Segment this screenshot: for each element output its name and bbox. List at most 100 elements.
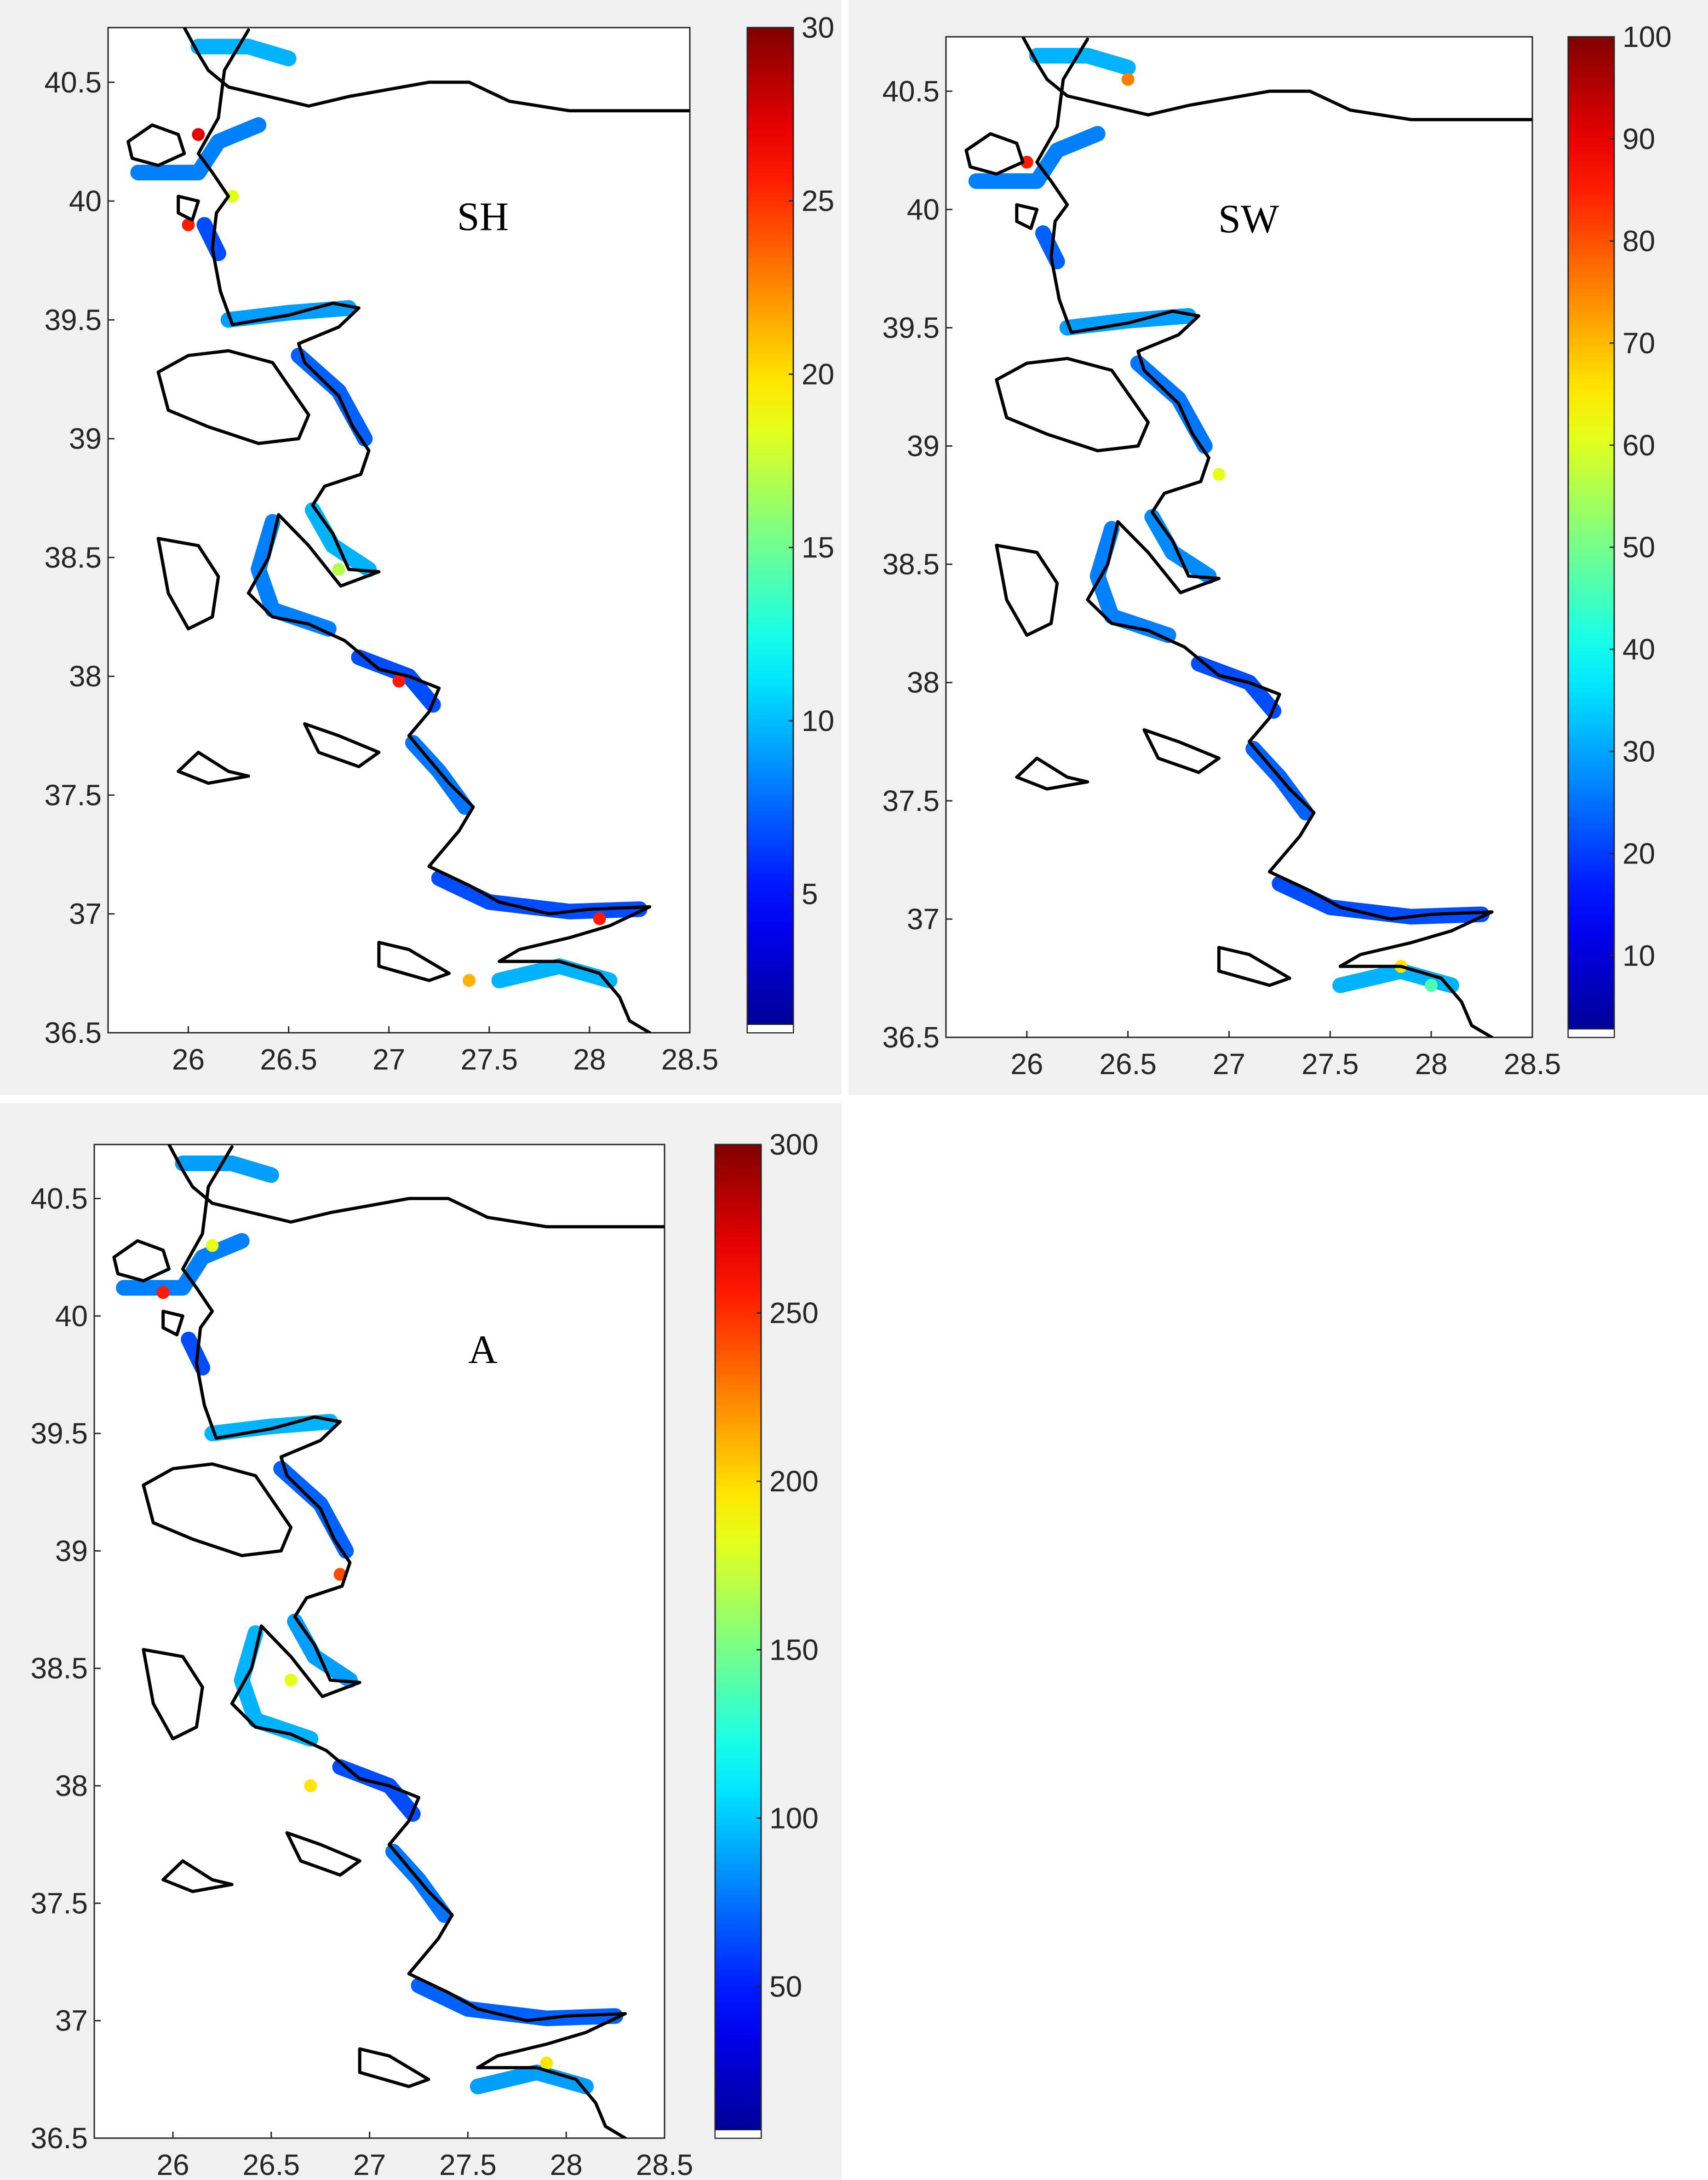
hotspot-marker [304, 1779, 317, 1793]
colorbar-tick-label: 20 [802, 357, 834, 391]
shore-band [1144, 509, 1217, 584]
x-tick-label: 28.5 [661, 1043, 719, 1076]
island-imbros [126, 123, 186, 167]
y-tick-label: 37 [69, 897, 102, 931]
x-tick-label: 28 [1415, 1047, 1448, 1081]
shore-band [190, 39, 297, 67]
y-tick-label: 37.5 [882, 784, 940, 817]
island-tenedos [177, 195, 200, 222]
y-tick-label: 38 [69, 660, 102, 693]
panel-label: SW [1218, 197, 1279, 242]
hotspot-marker [226, 190, 239, 203]
y-tick-label: 40.5 [882, 75, 940, 108]
y-tick-label: 38.5 [882, 548, 940, 581]
colorbar-tick-label: 20 [1622, 837, 1655, 870]
y-tick-label: 36.5 [44, 1016, 102, 1049]
island-ikaria [161, 1859, 234, 1893]
colorbar-tick-label: 200 [769, 1465, 819, 1498]
x-tick-label: 27.5 [461, 1043, 518, 1076]
shore-band [968, 126, 1106, 189]
shore-band [1089, 521, 1176, 643]
hotspot-marker [1020, 155, 1033, 169]
shore-band [1059, 308, 1197, 336]
island-kos [1217, 946, 1291, 987]
map-sh: 26 26.5 27 27.5 28 28.5 36.5 37 37.5 38 38.5 39 39.5… [44, 11, 834, 1076]
panel-a: 26 26.5 27 27.5 28 28.5 36.5 37 37.5 38 38.5 39 39.5… [0, 1103, 842, 2180]
shore-band [196, 217, 226, 261]
hotspot-marker [206, 1239, 219, 1252]
y-tick-label: 36.5 [30, 2122, 88, 2155]
coastline-north [167, 1145, 665, 1229]
panel-sw: 26 26.5 27 27.5 28 28.5 36.5 37 37.5 38 38.5 39 39.5… [848, 0, 1708, 1095]
y-tick-label: 39.5 [30, 1417, 88, 1450]
y-tick-label: 37 [907, 903, 940, 936]
island-imbros [964, 132, 1025, 176]
shore-band [491, 958, 618, 989]
y-tick-label: 40 [69, 184, 102, 218]
shore-band [304, 502, 377, 577]
shore-band [175, 1155, 279, 1183]
y-tick-label: 36.5 [882, 1021, 940, 1054]
hotspot-marker [1425, 978, 1438, 992]
shore-band [220, 300, 357, 328]
y-tick-label: 37.5 [30, 1887, 88, 1920]
shore-band [181, 1331, 211, 1376]
colorbar-tick-label: 90 [1622, 122, 1655, 155]
y-tick-label: 39 [907, 430, 940, 463]
island-imbros [112, 1239, 171, 1283]
island-chios [995, 544, 1059, 637]
x-tick-label: 27 [353, 2148, 386, 2180]
coastline-anatolia [1035, 37, 1494, 1037]
y-tick-label: 39 [55, 1534, 88, 1567]
colorbar-tick-label: 15 [802, 531, 834, 564]
x-tick-label: 26.5 [1099, 1047, 1157, 1081]
island-kos [358, 2047, 430, 2088]
colorbar-tick-label: 25 [802, 184, 834, 218]
x-tick-label: 27.5 [1301, 1047, 1359, 1081]
coastline-anatolia [181, 1145, 627, 2138]
colorbar-tick-label: 300 [769, 1128, 819, 1161]
island-chios [156, 537, 220, 631]
hotspot-marker [182, 218, 195, 231]
island-ikaria [1015, 756, 1089, 791]
y-tick-label: 40 [907, 193, 940, 226]
x-tick-label: 27.5 [439, 2148, 497, 2180]
colorbar [1567, 36, 1615, 1038]
hotspot-marker [192, 128, 205, 141]
shore-band [287, 1613, 358, 1688]
shore-band [273, 1461, 354, 1559]
island-lesvos [142, 1462, 293, 1558]
colorbar-tick-label: 70 [1622, 327, 1655, 360]
y-tick-label: 40 [55, 1300, 88, 1333]
x-tick-label: 26 [156, 2148, 189, 2180]
colorbar-tick-label: 100 [1622, 20, 1672, 53]
map-axes-sh [107, 27, 691, 1034]
shore-band [1035, 225, 1065, 270]
y-tick-label: 37.5 [44, 778, 102, 811]
y-tick-label: 38.5 [30, 1652, 88, 1685]
y-tick-label: 39 [69, 422, 102, 455]
colorbar-tick-label: 150 [769, 1633, 819, 1666]
island-lesvos [995, 357, 1150, 453]
coastline-north [183, 28, 690, 113]
colorbar-tick-label: 250 [769, 1296, 819, 1329]
coastline-anatolia [196, 28, 652, 1033]
hotspot-marker [156, 1286, 170, 1299]
shore-band [116, 1233, 250, 1296]
colorbar-tick-label: 5 [802, 878, 818, 911]
y-tick-label: 37 [55, 2004, 88, 2037]
island-samos [303, 722, 381, 768]
island-tenedos [1015, 203, 1039, 230]
x-tick-label: 26.5 [243, 2148, 300, 2180]
shore-band [1272, 875, 1490, 925]
hotspot-marker [392, 674, 406, 688]
colorbar-tick-label: 30 [802, 11, 834, 44]
shore-band [234, 1625, 319, 1747]
hotspot-marker [1121, 73, 1135, 86]
shore-band [204, 1414, 338, 1442]
shore-band [470, 2065, 594, 2094]
x-tick-label: 28 [573, 1043, 606, 1076]
y-tick-label: 40.5 [44, 66, 102, 99]
hotspot-marker [463, 974, 476, 987]
y-tick-label: 39.5 [44, 303, 102, 336]
